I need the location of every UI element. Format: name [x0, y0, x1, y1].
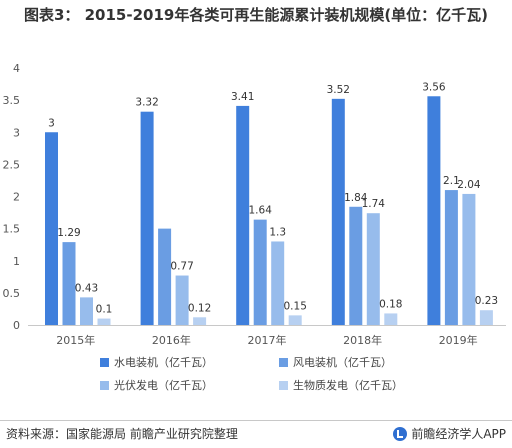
brand-mark: 前瞻经济学人APP — [393, 425, 506, 442]
y-tick-label: 4 — [13, 62, 20, 75]
bar — [236, 105, 250, 325]
y-tick-label: 2.5 — [3, 158, 21, 171]
data-label: 1.3 — [269, 226, 286, 238]
brand-logo-icon — [393, 426, 408, 441]
bar — [97, 318, 111, 325]
data-label: 1.64 — [249, 205, 273, 217]
data-label: 0.77 — [170, 261, 193, 273]
data-label: 0.12 — [188, 302, 211, 314]
data-label: 2.04 — [457, 179, 481, 191]
data-label: 3.41 — [231, 91, 254, 103]
legend-label: 水电装机（亿千瓦） — [114, 355, 213, 369]
bar — [462, 193, 476, 325]
data-label: 0.18 — [379, 298, 402, 310]
bar — [140, 111, 154, 325]
y-tick-label: 1 — [13, 255, 20, 268]
y-tick-label: 0.5 — [3, 287, 21, 300]
bar — [366, 213, 380, 325]
legend-swatch — [100, 358, 109, 367]
bar — [444, 190, 458, 325]
bar — [45, 132, 58, 325]
chart-title: 图表3： 2015-2019年各类可再生能源累计装机规模(单位：亿千瓦) — [23, 6, 489, 24]
legend: 水电装机（亿千瓦） 风电装机（亿千瓦） 光伏发电（亿千瓦） 生物质发电（亿千瓦） — [100, 355, 403, 392]
x-tick-label: 2019年 — [439, 333, 478, 347]
y-tick-label: 1.5 — [3, 223, 21, 236]
legend-label: 光伏发电（亿千瓦） — [114, 378, 213, 392]
data-label: 2.1 — [443, 175, 460, 187]
data-label: 1.29 — [57, 227, 80, 239]
bar — [331, 98, 345, 325]
bar — [271, 241, 285, 325]
bar — [349, 206, 363, 325]
data-label: 1.84 — [344, 192, 368, 204]
y-axis: 0 0.5 1 1.5 2 2.5 3 3.5 4 — [3, 62, 21, 332]
brand-name: 前瞻经济学人APP — [411, 427, 506, 441]
legend-swatch — [100, 381, 109, 390]
y-tick-label: 3.5 — [3, 94, 21, 107]
data-label: 0.23 — [475, 295, 498, 307]
data-label: 3 — [48, 117, 55, 129]
bar-chart: 0 0.5 1 1.5 2 2.5 3 3.5 4 3 1.29 0.43 0.1 3.32 0.77 0.… — [3, 62, 506, 392]
y-tick-label: 0 — [13, 319, 20, 332]
legend-swatch — [279, 381, 288, 390]
data-label: 3.56 — [422, 81, 446, 93]
x-axis: 2015年 2016年 2017年 2018年 2019年 — [28, 325, 506, 347]
bar — [253, 219, 267, 325]
data-label: 3.32 — [135, 97, 158, 109]
y-tick-label: 2 — [13, 191, 20, 204]
x-tick-label: 2015年 — [56, 333, 95, 347]
bar — [175, 275, 189, 325]
bar — [479, 310, 493, 325]
legend-label: 风电装机（亿千瓦） — [293, 355, 392, 369]
bar — [62, 242, 76, 325]
bar — [427, 96, 441, 326]
bar — [80, 297, 93, 325]
bar — [288, 315, 302, 325]
source-note: 资料来源：国家能源局 前瞻产业研究院整理 — [6, 427, 238, 441]
y-tick-label: 3 — [13, 126, 20, 139]
bar — [193, 317, 207, 325]
x-tick-label: 2018年 — [343, 333, 382, 347]
x-tick-label: 2017年 — [248, 333, 287, 347]
data-label: 0.1 — [96, 304, 113, 316]
bar-series: 3 1.29 0.43 0.1 3.32 0.77 0.12 3.41 1.64 1.3 0.15 3… — [45, 81, 498, 326]
legend-label: 生物质发电（亿千瓦） — [293, 378, 403, 392]
data-label: 1.74 — [362, 198, 386, 210]
data-label: 0.15 — [284, 300, 307, 312]
data-label: 0.43 — [75, 282, 98, 294]
legend-swatch — [279, 358, 288, 367]
footer: 资料来源：国家能源局 前瞻产业研究院整理 前瞻经济学人APP — [0, 420, 512, 448]
bar — [384, 313, 398, 325]
x-tick-label: 2016年 — [152, 333, 191, 347]
data-label: 3.52 — [327, 84, 350, 96]
bar — [158, 228, 172, 325]
